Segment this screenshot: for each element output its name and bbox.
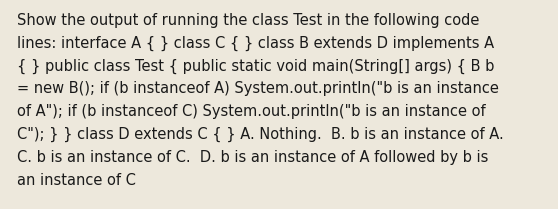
Text: C. b is an instance of C.  D. b is an instance of A followed by b is: C. b is an instance of C. D. b is an ins…	[17, 150, 488, 165]
Text: lines: interface A { } class C { } class B extends D implements A: lines: interface A { } class C { } class…	[17, 36, 494, 51]
Text: Show the output of running the class Test in the following code: Show the output of running the class Tes…	[17, 13, 479, 28]
Text: C"); } } class D extends C { } A. Nothing.  B. b is an instance of A.: C"); } } class D extends C { } A. Nothin…	[17, 127, 504, 142]
Text: = new B(); if (b instanceof A) System.out.println("b is an instance: = new B(); if (b instanceof A) System.ou…	[17, 81, 499, 96]
Text: of A"); if (b instanceof C) System.out.println("b is an instance of: of A"); if (b instanceof C) System.out.p…	[17, 104, 485, 119]
Text: an instance of C: an instance of C	[17, 173, 136, 188]
Text: { } public class Test { public static void main(String[] args) { B b: { } public class Test { public static vo…	[17, 59, 494, 74]
